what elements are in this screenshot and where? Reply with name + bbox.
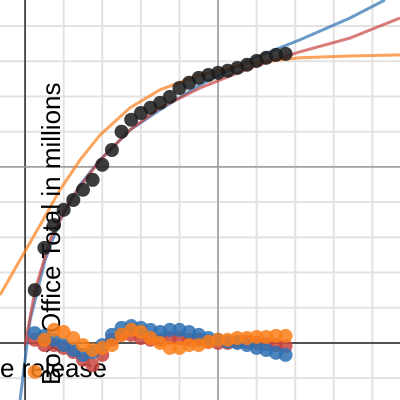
data-point: [85, 358, 100, 373]
data-point: [66, 331, 81, 346]
data-point: [211, 332, 226, 347]
data-point: [278, 328, 293, 343]
data-point: [47, 218, 62, 232]
data-point: [66, 193, 81, 207]
data-point: [37, 332, 52, 347]
points: [27, 46, 293, 379]
data-point: [268, 328, 283, 343]
data-point: [162, 340, 177, 355]
data-point: [95, 157, 110, 172]
data-point: [278, 46, 293, 61]
data-point: [27, 283, 42, 298]
data-point: [278, 347, 293, 362]
data-point: [85, 172, 100, 187]
data-point: [37, 240, 52, 255]
data-point: [162, 89, 177, 104]
data-point: [104, 338, 119, 353]
data-point: [162, 322, 177, 337]
data-point: [104, 143, 119, 157]
data-point: [75, 182, 90, 197]
data-point: [182, 338, 197, 353]
data-point: [104, 327, 119, 342]
data-point: [114, 124, 129, 139]
data-point: [249, 329, 264, 344]
data-point: [27, 364, 42, 379]
data-point: [230, 331, 245, 346]
fit-curve: [0, 53, 400, 296]
data-point: [56, 202, 71, 217]
